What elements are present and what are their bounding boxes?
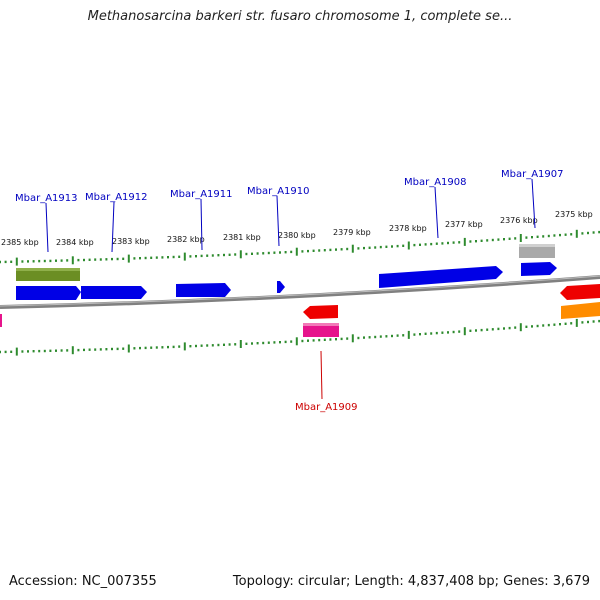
tick-label: 2381 kbp — [223, 233, 261, 242]
leader-a1912 — [111, 201, 115, 253]
gene-a1910[interactable] — [277, 281, 285, 293]
accession-text: Accession: NC_007355 — [9, 574, 157, 589]
upper-tick-row — [0, 229, 600, 266]
gene-gray[interactable] — [519, 244, 555, 258]
gene-label-a1911[interactable]: Mbar_A1911 — [170, 189, 233, 200]
tick-label: 2382 kbp — [167, 235, 205, 244]
gene-label-a1908[interactable]: Mbar_A1908 — [404, 177, 467, 188]
leader-a1908 — [434, 186, 439, 239]
gene-a1907[interactable] — [521, 262, 557, 276]
gene-a1912[interactable] — [81, 286, 147, 299]
gene-label-a1909[interactable]: Mbar_A1909 — [295, 402, 358, 413]
gene-label-a1912[interactable]: Mbar_A1912 — [85, 192, 148, 203]
tick-label: 2376 kbp — [500, 216, 538, 225]
tick-labels: 2385 kbp 2384 kbp 2383 kbp 2382 kbp 2381… — [1, 210, 593, 247]
lower-tick-row — [0, 318, 600, 356]
gene-label-a1907[interactable]: Mbar_A1907 — [501, 169, 564, 180]
tick-label: 2383 kbp — [112, 237, 150, 246]
gene-a1913[interactable] — [16, 286, 81, 300]
gene-label-a1910[interactable]: Mbar_A1910 — [247, 186, 310, 197]
tick-label: 2385 kbp — [1, 238, 39, 247]
gene-olive[interactable] — [16, 268, 80, 281]
genome-summary: Topology: circular; Length: 4,837,408 bp… — [232, 574, 590, 589]
tick-label: 2380 kbp — [278, 231, 316, 240]
gene-red-right[interactable] — [560, 284, 600, 300]
gene-orange[interactable] — [561, 302, 600, 319]
tick-label: 2375 kbp — [555, 210, 593, 219]
tick-label: 2377 kbp — [445, 220, 483, 229]
leader-a1910 — [276, 195, 280, 247]
map-title: Methanosarcina barkeri str. fusaro chrom… — [87, 9, 513, 24]
gene-edge-fragment — [0, 314, 2, 327]
label-leaders — [45, 178, 536, 400]
gene-a1909[interactable] — [303, 305, 338, 319]
tick-label: 2384 kbp — [56, 238, 94, 247]
tick-label: 2379 kbp — [333, 228, 371, 237]
leader-a1907 — [531, 178, 536, 229]
gene-pink[interactable] — [303, 323, 339, 337]
gene-a1908[interactable] — [379, 266, 503, 288]
chromosome-backbone-highlight — [0, 275, 600, 307]
leader-a1909 — [320, 350, 323, 400]
tick-label: 2378 kbp — [389, 224, 427, 233]
chromosome-backbone — [0, 275, 600, 309]
leader-a1913 — [45, 202, 49, 253]
gene-labels: Mbar_A1913 Mbar_A1912 Mbar_A1911 Mbar_A1… — [15, 169, 564, 413]
gene-label-a1913[interactable]: Mbar_A1913 — [15, 193, 78, 204]
leader-a1911 — [200, 198, 203, 251]
gene-a1911[interactable] — [176, 283, 231, 297]
